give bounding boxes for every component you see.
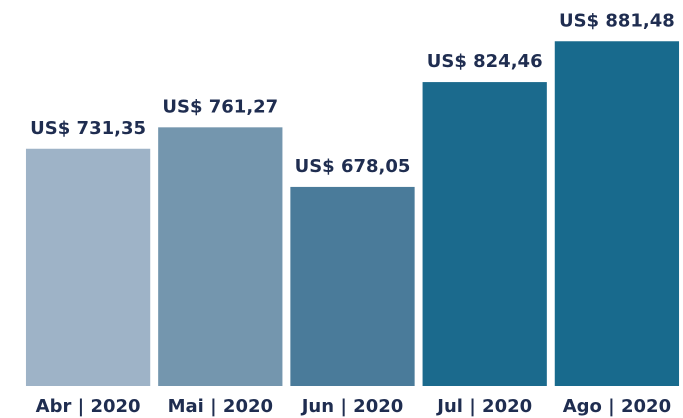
value-label: US$ 731,35 <box>30 118 146 139</box>
bar <box>290 186 415 386</box>
x-tick-label: Jul | 2020 <box>435 396 532 417</box>
bar <box>158 127 283 386</box>
x-tick-label: Ago | 2020 <box>563 396 671 417</box>
x-tick-label: Mai | 2020 <box>168 396 273 417</box>
value-label: US$ 881,48 <box>559 10 675 31</box>
bar <box>422 82 547 386</box>
value-label: US$ 824,46 <box>427 51 543 72</box>
value-label: US$ 761,27 <box>162 96 278 117</box>
value-label: US$ 678,05 <box>295 156 411 177</box>
bar <box>25 148 151 386</box>
x-tick-label: Jun | 2020 <box>300 396 404 417</box>
x-tick-label: Abr | 2020 <box>36 396 141 417</box>
bar <box>554 41 680 387</box>
